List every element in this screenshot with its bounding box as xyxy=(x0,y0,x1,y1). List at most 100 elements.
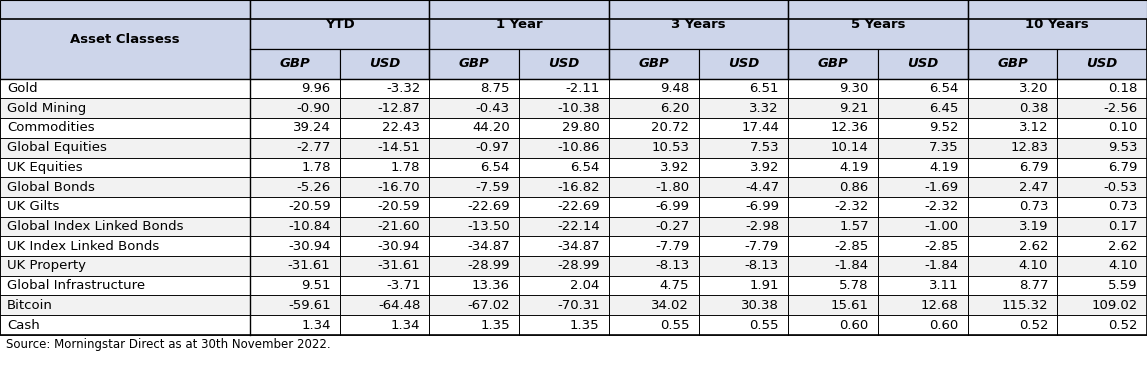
Text: 2.62: 2.62 xyxy=(1019,240,1048,253)
Text: UK Index Linked Bonds: UK Index Linked Bonds xyxy=(7,240,159,253)
Bar xyxy=(788,177,877,197)
Text: 8.75: 8.75 xyxy=(481,82,510,95)
Text: 1.78: 1.78 xyxy=(391,161,420,174)
Text: 1.35: 1.35 xyxy=(481,319,510,332)
Text: 2.62: 2.62 xyxy=(1108,240,1138,253)
Text: -2.85: -2.85 xyxy=(835,240,868,253)
Text: Bitcoin: Bitcoin xyxy=(7,299,53,312)
Text: 12.36: 12.36 xyxy=(830,122,868,134)
Text: USD: USD xyxy=(907,57,938,70)
Text: 17.44: 17.44 xyxy=(741,122,779,134)
Bar xyxy=(250,236,340,256)
Bar xyxy=(788,138,877,157)
Bar xyxy=(250,98,340,118)
Bar xyxy=(699,197,788,217)
Bar xyxy=(1058,138,1147,157)
Text: Asset Classess: Asset Classess xyxy=(70,33,180,46)
Bar xyxy=(1058,157,1147,177)
Text: 6.54: 6.54 xyxy=(570,161,600,174)
Text: 3.92: 3.92 xyxy=(749,161,779,174)
Text: GBP: GBP xyxy=(818,57,849,70)
Bar xyxy=(609,295,699,315)
Text: 10 Years: 10 Years xyxy=(1025,18,1090,31)
Bar xyxy=(1058,118,1147,138)
Text: 1.34: 1.34 xyxy=(301,319,330,332)
Bar xyxy=(968,256,1058,276)
Bar xyxy=(340,48,429,79)
Bar xyxy=(520,256,609,276)
Text: UK Equities: UK Equities xyxy=(7,161,83,174)
Bar xyxy=(609,217,699,236)
Text: 13.36: 13.36 xyxy=(471,279,510,292)
Text: 44.20: 44.20 xyxy=(473,122,510,134)
Text: 0.60: 0.60 xyxy=(840,319,868,332)
Bar xyxy=(699,48,788,79)
Bar xyxy=(429,79,520,98)
Text: -30.94: -30.94 xyxy=(288,240,330,253)
Bar xyxy=(0,0,250,79)
Text: 2.47: 2.47 xyxy=(1019,181,1048,194)
Text: -34.87: -34.87 xyxy=(467,240,510,253)
Bar xyxy=(250,276,340,295)
Bar xyxy=(250,48,340,79)
Bar xyxy=(968,98,1058,118)
Text: 39.24: 39.24 xyxy=(292,122,330,134)
Text: 12.83: 12.83 xyxy=(1011,141,1048,154)
Text: USD: USD xyxy=(369,57,400,70)
Bar xyxy=(0,118,250,138)
Bar xyxy=(968,276,1058,295)
Text: -21.60: -21.60 xyxy=(377,220,420,233)
Bar xyxy=(788,256,877,276)
Text: -7.79: -7.79 xyxy=(655,240,689,253)
Text: -2.98: -2.98 xyxy=(744,220,779,233)
Text: 10.53: 10.53 xyxy=(651,141,689,154)
Text: -20.59: -20.59 xyxy=(377,200,420,213)
Text: 5.78: 5.78 xyxy=(840,279,868,292)
Bar xyxy=(609,98,699,118)
Text: -10.84: -10.84 xyxy=(288,220,330,233)
Bar xyxy=(429,177,520,197)
Bar xyxy=(788,276,877,295)
Text: -8.13: -8.13 xyxy=(744,259,779,272)
Text: 15.61: 15.61 xyxy=(830,299,868,312)
Text: -59.61: -59.61 xyxy=(288,299,330,312)
Bar xyxy=(429,315,520,335)
Bar xyxy=(0,315,250,335)
Text: 12.68: 12.68 xyxy=(921,299,959,312)
Bar xyxy=(1058,256,1147,276)
Bar xyxy=(1058,48,1147,79)
Bar xyxy=(520,118,609,138)
Bar xyxy=(250,295,340,315)
Text: USD: USD xyxy=(548,57,579,70)
Text: -2.11: -2.11 xyxy=(565,82,600,95)
Text: 115.32: 115.32 xyxy=(1001,299,1048,312)
Text: 9.96: 9.96 xyxy=(302,82,330,95)
Bar xyxy=(1058,217,1147,236)
Bar xyxy=(877,295,968,315)
Text: 5.59: 5.59 xyxy=(1108,279,1138,292)
Text: -10.86: -10.86 xyxy=(557,141,600,154)
Bar xyxy=(877,236,968,256)
Bar xyxy=(699,236,788,256)
Bar xyxy=(788,98,877,118)
Text: GBP: GBP xyxy=(280,57,311,70)
Bar xyxy=(1058,79,1147,98)
Text: 0.86: 0.86 xyxy=(840,181,868,194)
Bar xyxy=(877,157,968,177)
Bar xyxy=(429,157,520,177)
Text: -70.31: -70.31 xyxy=(557,299,600,312)
Text: 0.52: 0.52 xyxy=(1108,319,1138,332)
Bar xyxy=(520,276,609,295)
Text: GBP: GBP xyxy=(459,57,490,70)
Text: -22.69: -22.69 xyxy=(467,200,510,213)
Bar xyxy=(788,118,877,138)
Text: 0.52: 0.52 xyxy=(1019,319,1048,332)
Bar xyxy=(429,48,520,79)
Bar xyxy=(250,217,340,236)
Bar xyxy=(250,138,340,157)
Text: 3.11: 3.11 xyxy=(929,279,959,292)
Text: GBP: GBP xyxy=(638,57,669,70)
Bar xyxy=(520,236,609,256)
Bar xyxy=(788,236,877,256)
Bar xyxy=(520,197,609,217)
